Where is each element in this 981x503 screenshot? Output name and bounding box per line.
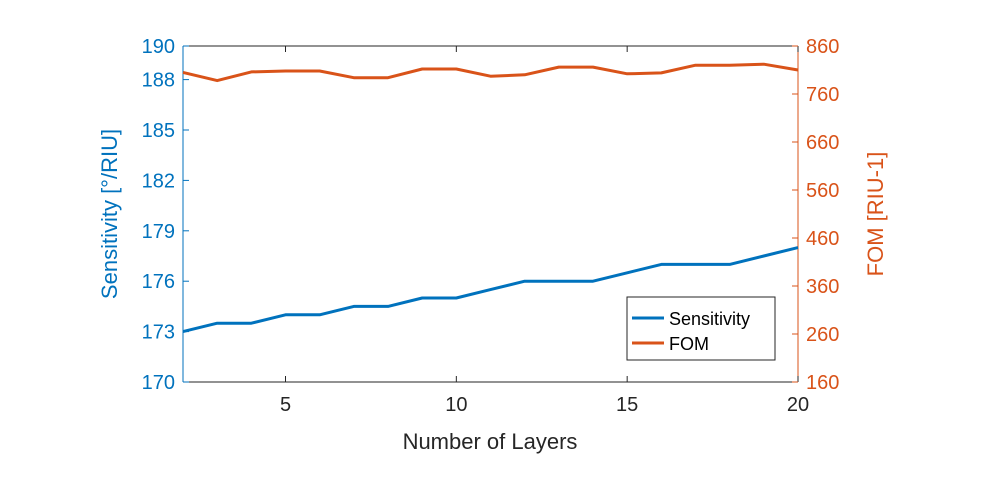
left-y-tick-label: 176 [142, 271, 175, 293]
left-y-tick-label: 188 [142, 70, 175, 92]
right-y-tick-label: 860 [806, 36, 839, 58]
right-y-tick-label: 160 [806, 372, 839, 394]
left-y-tick-label: 173 [142, 322, 175, 344]
left-y-tick-label: 185 [142, 120, 175, 142]
x-tick-label: 15 [616, 394, 638, 416]
legend-label-sensitivity: Sensitivity [669, 309, 750, 329]
left-y-axis-label: Sensitivity [°/RIU] [97, 129, 122, 299]
x-tick-label: 20 [787, 394, 809, 416]
plot-area: 5 10 15 20 170 173 176 179 182 185 188 190 160 260 360… [142, 36, 840, 416]
x-axis-label: Number of Layers [403, 429, 578, 454]
right-y-tick-label: 360 [806, 276, 839, 298]
right-y-tick-label: 560 [806, 180, 839, 202]
right-y-tick-label: 260 [806, 324, 839, 346]
series-line-sensitivity [182, 246, 799, 334]
right-y-tick-label: 460 [806, 228, 839, 250]
series-line-fom [182, 62, 799, 83]
right-y-tick-label: 760 [806, 84, 839, 106]
right-y-axis-label: FOM [RIU-1] [863, 152, 888, 277]
right-y-tick-label: 660 [806, 132, 839, 154]
left-y-tick-label: 182 [142, 170, 175, 192]
x-tick-label: 5 [280, 394, 291, 416]
legend-label-fom: FOM [669, 334, 709, 354]
legend: Sensitivity FOM [626, 296, 776, 361]
left-y-tick-label: 179 [142, 221, 175, 243]
left-y-tick-label: 190 [142, 36, 175, 58]
legend-box [626, 296, 776, 361]
x-tick-label: 10 [445, 394, 467, 416]
left-y-tick-label: 170 [142, 372, 175, 394]
